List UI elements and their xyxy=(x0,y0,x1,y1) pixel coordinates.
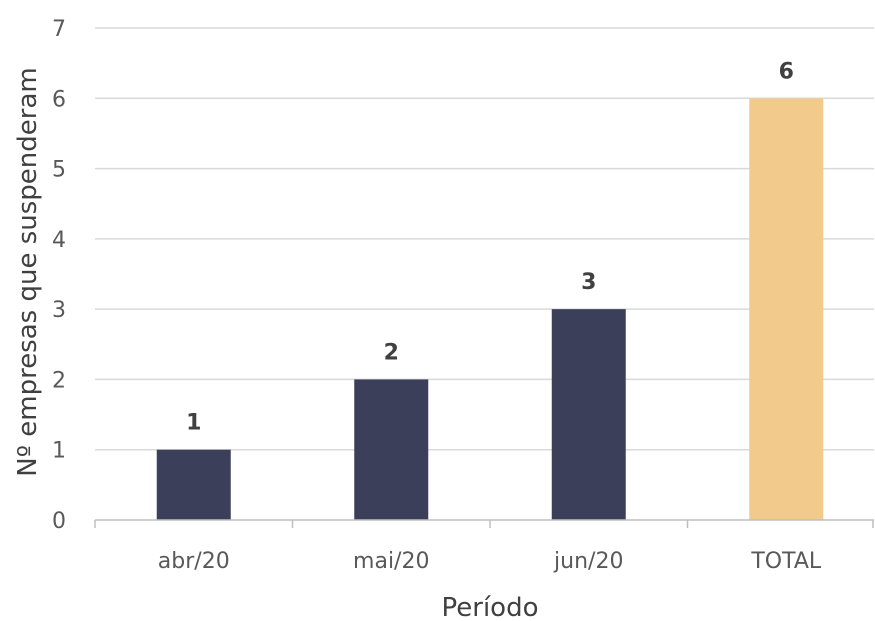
bar xyxy=(354,379,429,520)
y-tick-label: 2 xyxy=(52,368,66,393)
y-tick-label: 0 xyxy=(52,509,66,534)
data-label: 1 xyxy=(186,411,201,436)
x-axis-tick-labels: abr/20 mai/20 jun/20 TOTAL xyxy=(158,549,822,574)
y-tick-label: 1 xyxy=(52,439,66,464)
data-labels: 1 2 3 6 xyxy=(186,59,794,435)
data-label: 6 xyxy=(779,59,794,84)
y-tick-label: 6 xyxy=(52,87,66,112)
x-axis xyxy=(94,519,874,528)
bar xyxy=(551,309,626,520)
bar xyxy=(156,449,231,520)
gridlines xyxy=(95,27,874,451)
x-tick-label: abr/20 xyxy=(158,549,230,574)
y-axis-tick-labels: 0 1 2 3 4 5 6 7 xyxy=(52,17,66,534)
x-tick-label: TOTAL xyxy=(750,549,822,574)
bars xyxy=(156,98,824,521)
x-axis-title: Período xyxy=(442,593,539,621)
y-axis-title: Nº empresas que suspenderam xyxy=(13,67,43,476)
y-tick-label: 7 xyxy=(52,17,66,42)
data-label: 3 xyxy=(581,270,596,295)
x-tick-label: mai/20 xyxy=(353,549,429,574)
y-tick-label: 4 xyxy=(52,228,66,253)
x-tick-label: jun/20 xyxy=(553,549,623,574)
bar xyxy=(749,98,824,521)
y-tick-label: 5 xyxy=(52,158,66,183)
y-tick-label: 3 xyxy=(52,298,66,323)
data-label: 2 xyxy=(384,340,399,365)
